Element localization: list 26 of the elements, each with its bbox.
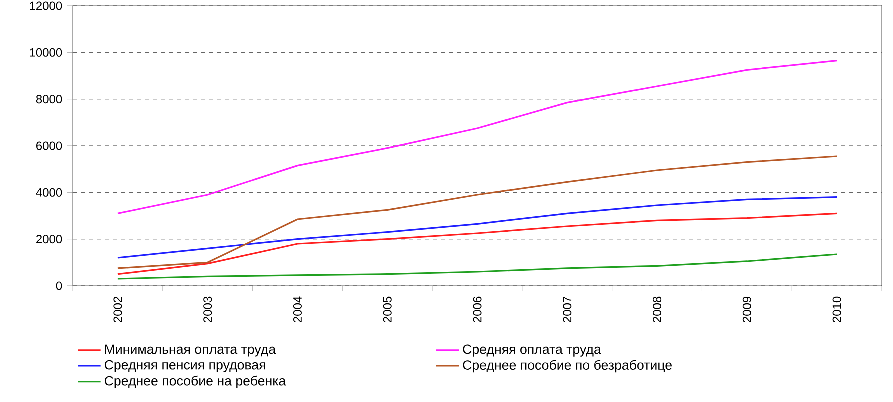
y-tick-label: 0 [56,282,62,290]
line-series [117,212,838,276]
x-tick-label: 2004 [293,296,302,322]
legend-label: Среднее пособие на ребенка [104,376,286,388]
x-tick-label: 2009 [742,296,752,322]
x-tick-label: 2002 [114,297,122,322]
y-tick-label: 8000 [36,95,62,104]
legend-label: Минимальная оплата труда [105,344,276,357]
y-tick-label: 10000 [30,48,62,57]
x-tick-label: 2008 [653,296,662,322]
y-tick-label: 2000 [36,235,62,244]
line-series [117,156,838,270]
legend-label: Средняя пенсия прудовая [104,360,266,372]
line-series [117,196,838,259]
legend-label: Среднее пособие по безработице [463,360,672,373]
y-tick-label: 12000 [30,2,62,10]
line-series [117,60,838,214]
legend-label: Средняя оплата труда [463,344,602,357]
x-tick-label: 2010 [832,296,842,322]
y-tick-label: 6000 [36,142,62,150]
x-tick-label: 2007 [563,297,572,322]
x-tick-label: 2006 [473,296,482,322]
line-series [117,254,838,280]
x-tick-label: 2003 [204,296,212,322]
y-tick-label: 4000 [36,188,62,197]
x-tick-label: 2005 [383,296,392,322]
